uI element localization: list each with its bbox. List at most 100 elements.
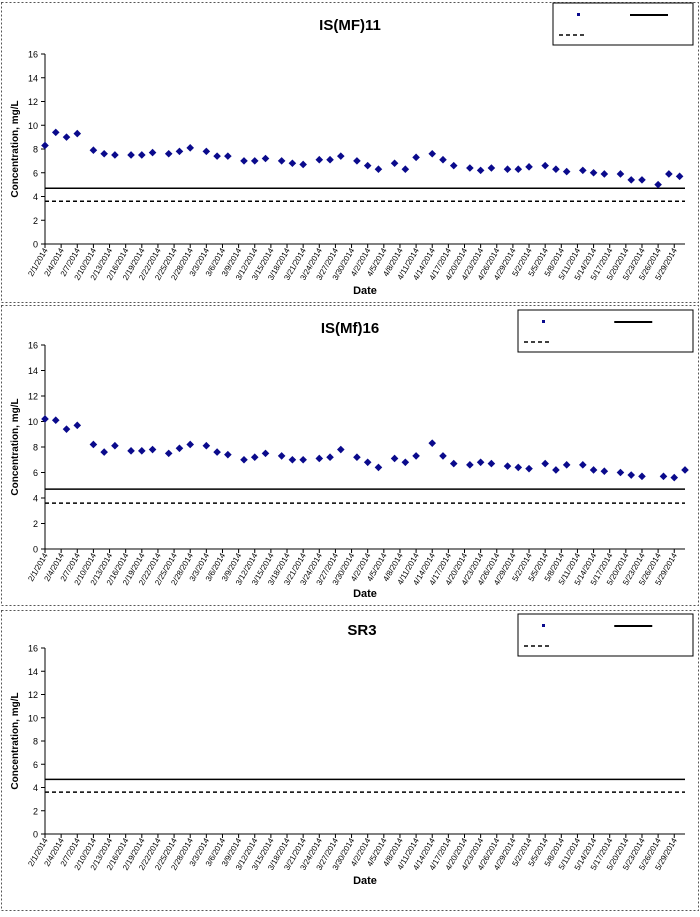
- data-point: [589, 466, 598, 474]
- x-axis-label: Date: [353, 875, 377, 887]
- y-tick-label: 4: [33, 494, 38, 504]
- y-tick-label: 0: [33, 830, 38, 840]
- data-point: [277, 452, 286, 460]
- y-tick-label: 12: [28, 97, 38, 107]
- data-point: [62, 133, 71, 141]
- data-point: [315, 454, 324, 463]
- data-point: [503, 165, 512, 173]
- data-point: [525, 464, 533, 473]
- data-point: [148, 148, 157, 157]
- data-point: [224, 450, 232, 459]
- data-point: [353, 453, 361, 461]
- panel-frame: [1, 305, 699, 606]
- data-point: [111, 151, 119, 159]
- data-point: [175, 444, 184, 453]
- data-point: [487, 164, 496, 172]
- data-point: [627, 176, 636, 184]
- legend-marker-sample: [542, 320, 545, 323]
- chart-title: IS(MF)11: [319, 17, 381, 34]
- x-axis-label: Date: [353, 285, 377, 297]
- data-point: [127, 447, 135, 455]
- panel-frame: [1, 2, 699, 303]
- data-point: [288, 159, 297, 168]
- legend: [517, 309, 694, 353]
- y-tick-label: 0: [33, 240, 38, 250]
- data-point: [670, 473, 679, 482]
- data-point: [73, 421, 82, 430]
- data-point: [503, 462, 512, 470]
- data-point: [100, 448, 108, 456]
- y-tick-label: 2: [33, 806, 38, 816]
- data-point: [363, 458, 372, 467]
- y-axis-label: Concentration, mg/L: [10, 100, 21, 197]
- data-point: [326, 155, 334, 164]
- data-point: [148, 445, 157, 454]
- y-tick-label: 4: [33, 192, 38, 202]
- legend: [517, 613, 694, 657]
- y-tick-label: 12: [28, 392, 38, 402]
- data-point: [111, 441, 119, 450]
- data-point: [202, 441, 211, 450]
- data-point: [353, 157, 361, 165]
- data-point: [51, 128, 60, 137]
- y-tick-label: 14: [28, 366, 38, 376]
- data-point: [250, 453, 259, 461]
- data-point: [51, 416, 60, 425]
- data-point: [638, 472, 646, 481]
- y-tick-label: 10: [28, 713, 38, 723]
- data-point: [428, 149, 437, 158]
- data-point: [240, 157, 248, 165]
- x-axis-label: Date: [353, 588, 377, 600]
- legend-marker-sample: [577, 13, 580, 16]
- data-point: [374, 165, 383, 173]
- data-point: [589, 168, 598, 177]
- y-tick-label: 0: [33, 545, 38, 555]
- data-point: [541, 459, 549, 468]
- y-tick-label: 12: [28, 690, 38, 700]
- y-tick-label: 2: [33, 519, 38, 529]
- y-tick-label: 2: [33, 216, 38, 226]
- data-point: [541, 161, 549, 170]
- data-point: [525, 163, 533, 171]
- data-point: [164, 449, 173, 458]
- y-axis-label: Concentration, mg/L: [10, 692, 21, 789]
- data-point: [412, 452, 420, 460]
- data-point: [363, 161, 372, 170]
- data-point: [186, 440, 195, 449]
- chart-title: IS(Mf)16: [321, 320, 379, 337]
- data-point: [439, 452, 447, 460]
- data-point: [41, 141, 49, 150]
- data-point: [616, 468, 625, 477]
- data-point: [654, 180, 662, 189]
- data-point: [202, 147, 211, 156]
- data-point: [89, 146, 98, 154]
- data-point: [675, 172, 684, 181]
- chart-panel-1: IS(MF)11 0 2 4 6 8 10 12 14 16 Concentration, mg/L…: [1, 2, 699, 303]
- panel-frame: [1, 610, 699, 911]
- data-point: [374, 463, 383, 472]
- data-point: [439, 155, 447, 164]
- data-point: [100, 149, 108, 158]
- data-point: [552, 466, 560, 474]
- data-point: [476, 458, 485, 467]
- y-tick-label: 8: [33, 443, 38, 453]
- data-point: [552, 165, 560, 173]
- y-tick-label: 6: [33, 468, 38, 478]
- data-point: [213, 152, 221, 160]
- data-point: [315, 155, 324, 164]
- y-tick-label: 4: [33, 783, 38, 793]
- data-point: [449, 161, 458, 170]
- data-point: [164, 149, 173, 158]
- data-point: [412, 153, 420, 162]
- data-point: [514, 463, 523, 472]
- y-tick-label: 16: [28, 341, 38, 351]
- data-point: [127, 151, 135, 159]
- data-point: [514, 165, 523, 173]
- data-point: [476, 166, 485, 175]
- data-point: [224, 152, 232, 160]
- data-point: [579, 461, 587, 469]
- y-tick-label: 8: [33, 737, 38, 747]
- y-tick-label: 14: [28, 73, 38, 83]
